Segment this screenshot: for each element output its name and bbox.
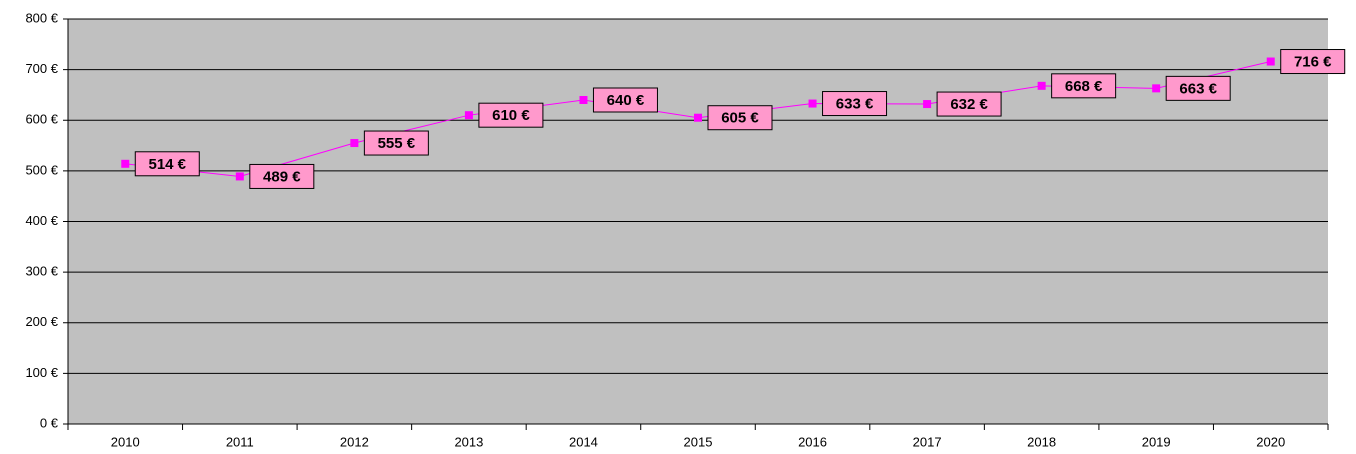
value-label: 668 € (1065, 78, 1103, 95)
x-tick-label: 2020 (1256, 434, 1285, 449)
x-tick-label: 2010 (111, 434, 140, 449)
x-tick-label: 2019 (1142, 434, 1171, 449)
x-tick-label: 2013 (454, 434, 483, 449)
value-label-box (363, 130, 429, 156)
value-label: 716 € (1294, 53, 1332, 70)
value-label-box (1165, 75, 1231, 101)
value-label: 610 € (492, 107, 530, 124)
value-label: 605 € (721, 110, 759, 127)
y-tick-label: 0 € (40, 415, 59, 430)
y-tick-label: 200 € (25, 314, 58, 329)
value-label: 555 € (378, 135, 416, 152)
x-tick-label: 2012 (340, 434, 369, 449)
y-tick-label: 300 € (25, 264, 58, 279)
marker (121, 159, 130, 168)
y-tick-label: 400 € (25, 213, 58, 228)
value-label-box (134, 151, 200, 177)
marker (808, 99, 817, 108)
marker (923, 100, 932, 109)
value-label: 514 € (148, 156, 186, 173)
value-label: 640 € (607, 92, 645, 109)
marker (235, 172, 244, 181)
marker (1152, 84, 1161, 93)
marker (1266, 57, 1275, 66)
value-label: 663 € (1179, 80, 1217, 97)
y-tick-label: 800 € (25, 10, 58, 25)
marker (464, 111, 473, 120)
marker (579, 96, 588, 104)
marker (1037, 81, 1046, 90)
y-tick-label: 600 € (25, 112, 58, 127)
value-label: 633 € (836, 96, 874, 113)
marker (694, 113, 702, 122)
value-label-box (1280, 49, 1346, 75)
value-label-box (592, 87, 658, 113)
x-tick-label: 2017 (913, 434, 942, 449)
marker (350, 139, 359, 148)
x-tick-label: 2016 (798, 434, 827, 449)
x-tick-label: 2014 (569, 434, 598, 449)
y-tick-label: 500 € (25, 162, 58, 177)
value-label: 489 € (263, 168, 301, 185)
value-label-box (1051, 73, 1117, 99)
value-label-box (707, 105, 773, 131)
x-tick-label: 2015 (684, 434, 713, 449)
value-label: 632 € (950, 96, 988, 113)
x-tick-label: 2011 (226, 434, 254, 449)
value-label-box (936, 91, 1002, 117)
value-label-box (478, 102, 544, 128)
x-tick-label: 2018 (1027, 434, 1056, 449)
value-label-box (249, 163, 315, 189)
y-tick-label: 700 € (25, 61, 58, 76)
y-tick-label: 100 € (25, 365, 58, 380)
value-label-box (822, 91, 888, 117)
